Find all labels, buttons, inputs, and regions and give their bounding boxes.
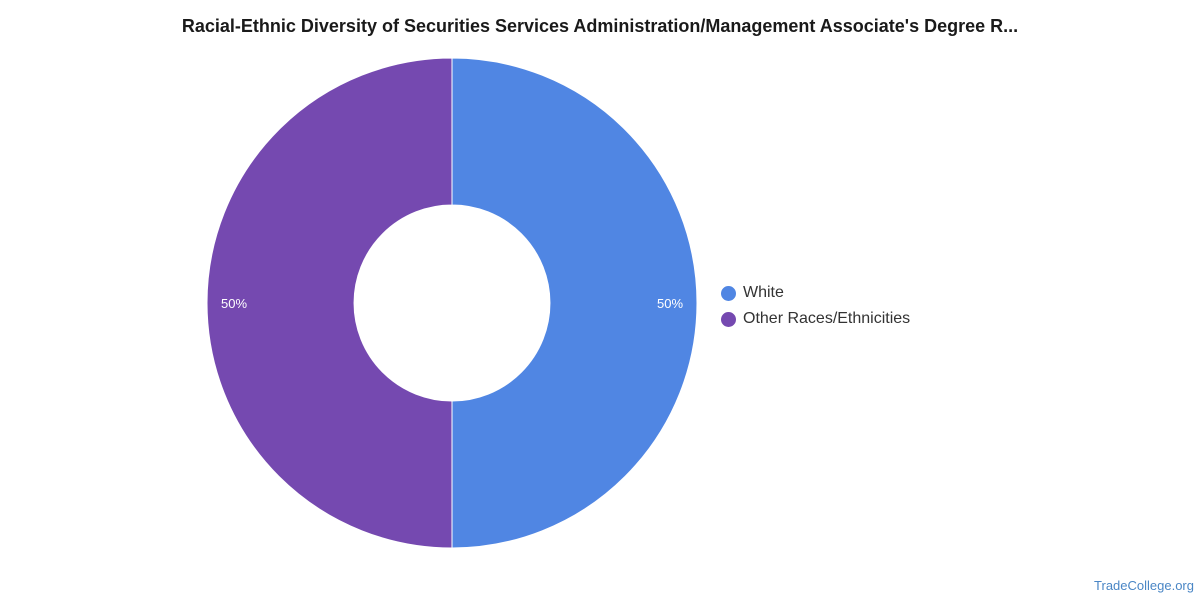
legend-label-white: White — [743, 284, 784, 301]
legend-swatch-white — [721, 285, 736, 301]
donut-slice-other[interactable] — [206, 57, 453, 549]
chart-title: Racial-Ethnic Diversity of Securities Se… — [181, 16, 1019, 36]
legend-swatch-other — [721, 311, 736, 327]
slice-label-other: 50% — [221, 296, 247, 311]
legend: White Other Races/Ethnicities — [721, 280, 910, 332]
legend-item-other[interactable]: Other Races/Ethnicities — [721, 306, 910, 332]
legend-label-other: Other Races/Ethnicities — [743, 310, 911, 327]
legend-item-white[interactable]: White — [721, 280, 910, 306]
slice-label-white: 50% — [657, 296, 683, 311]
source-credit[interactable]: TradeCollege.org — [1094, 578, 1194, 593]
donut-slice-white[interactable] — [451, 57, 698, 549]
